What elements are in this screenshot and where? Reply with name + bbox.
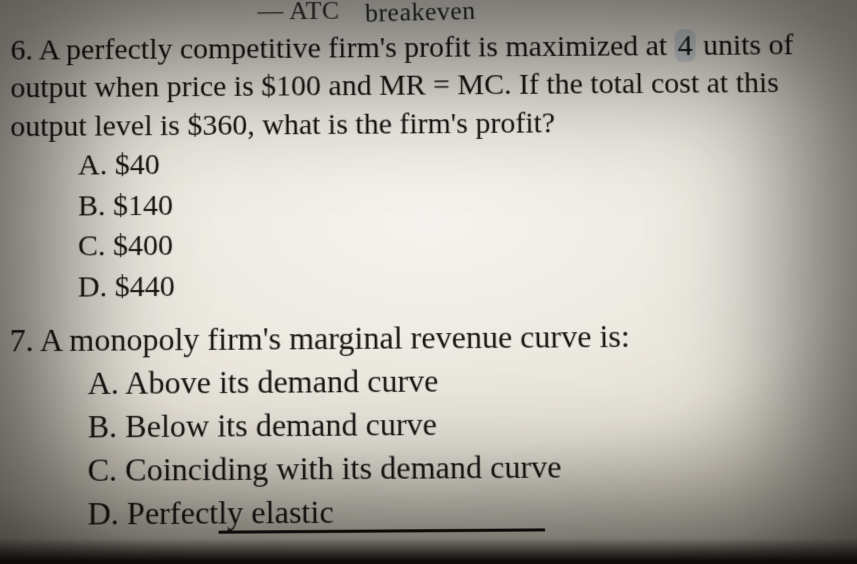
q7-option-a: A. Above its demand curve (88, 356, 836, 405)
partial-top-line: — ATC breakeven (257, 0, 829, 26)
q6-option-d: D. $440 (78, 262, 835, 308)
question-7-options: A. Above its demand curve B. Below its d… (7, 356, 838, 536)
top-prefix: — (257, 0, 289, 25)
q7-option-d-pre: D. Perfect (88, 494, 219, 531)
top-printed: ATC (289, 0, 339, 25)
q7-option-d: D. Perfectly elastic (88, 487, 839, 536)
page: — ATC breakeven 6. A perfectly competiti… (0, 0, 857, 564)
question-7-number: 7. (10, 322, 34, 358)
question-7-stem: A monopoly firm's marginal revenue curve… (40, 318, 630, 358)
q6-option-b: B. $140 (78, 181, 833, 227)
question-6: 6. A perfectly competitive firm's profit… (10, 26, 825, 146)
question-6-number: 6. (11, 34, 34, 67)
q6-highlighted-number: 4 (674, 29, 695, 62)
q7-option-b: B. Below its demand curve (88, 400, 837, 449)
question-7: 7. A monopoly firm's marginal revenue cu… (9, 315, 829, 363)
q6-option-c: C. $400 (78, 221, 834, 267)
q7-option-c: C. Coinciding with its demand curve (88, 443, 838, 492)
q7-option-d-underlined: ly elastic (218, 491, 334, 536)
question-6-stem: A perfectly competitive firm's profit is… (10, 28, 793, 142)
question-6-options: A. $40 B. $140 C. $400 D. $440 (78, 141, 835, 308)
q6-option-a: A. $40 (78, 141, 832, 187)
q6-stem-pre: A perfectly competitive firm's profit is… (39, 29, 675, 66)
handwritten-annotation: breakeven (364, 0, 475, 28)
